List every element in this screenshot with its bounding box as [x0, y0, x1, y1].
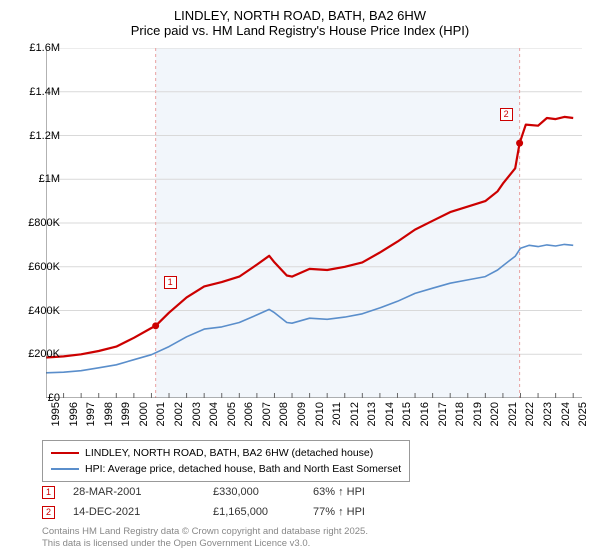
ytick-label: £1.6M [18, 42, 60, 54]
xtick-label: 2024 [560, 402, 572, 426]
xtick-label: 2001 [155, 402, 167, 426]
xtick-label: 2000 [138, 402, 150, 426]
xtick-label: 2025 [577, 402, 589, 426]
sale-marker-1: 1 [164, 276, 177, 289]
title-block: LINDLEY, NORTH ROAD, BATH, BA2 6HW Price… [0, 0, 600, 42]
xtick-label: 2022 [524, 402, 536, 426]
sales-price: £330,000 [213, 486, 313, 498]
xtick-label: 2008 [278, 402, 290, 426]
legend-swatch [51, 452, 79, 455]
xtick-label: 2003 [191, 402, 203, 426]
sales-row: 2 14-DEC-2021£1,165,00077% ↑ HPI [42, 502, 423, 522]
title-main: LINDLEY, NORTH ROAD, BATH, BA2 6HW [0, 8, 600, 23]
xtick-label: 1997 [85, 402, 97, 426]
xtick-label: 2006 [243, 402, 255, 426]
xtick-label: 2023 [542, 402, 554, 426]
ytick-label: £800K [18, 217, 60, 229]
legend-label: HPI: Average price, detached house, Bath… [85, 463, 401, 475]
ytick-label: £1M [18, 173, 60, 185]
xtick-label: 2013 [366, 402, 378, 426]
sales-hpi: 77% ↑ HPI [313, 506, 423, 518]
sale-marker-2: 2 [500, 108, 513, 121]
ytick-label: £1.2M [18, 130, 60, 142]
ytick-label: £400K [18, 305, 60, 317]
legend-label: LINDLEY, NORTH ROAD, BATH, BA2 6HW (deta… [85, 447, 373, 459]
xtick-label: 1996 [68, 402, 80, 426]
xtick-label: 2012 [349, 402, 361, 426]
sales-marker-icon: 1 [42, 486, 55, 499]
xtick-label: 2007 [261, 402, 273, 426]
sales-date: 14-DEC-2021 [73, 506, 213, 518]
xtick-label: 2018 [454, 402, 466, 426]
sales-marker-icon: 2 [42, 506, 55, 519]
sales-price: £1,165,000 [213, 506, 313, 518]
xtick-label: 2015 [401, 402, 413, 426]
ytick-label: £1.4M [18, 86, 60, 98]
xtick-label: 2019 [472, 402, 484, 426]
xtick-label: 2017 [437, 402, 449, 426]
xtick-label: 2010 [314, 402, 326, 426]
legend-row: LINDLEY, NORTH ROAD, BATH, BA2 6HW (deta… [51, 445, 401, 461]
footer-line1: Contains HM Land Registry data © Crown c… [42, 526, 368, 538]
xtick-label: 2005 [226, 402, 238, 426]
xtick-label: 2016 [419, 402, 431, 426]
xtick-label: 1999 [120, 402, 132, 426]
legend: LINDLEY, NORTH ROAD, BATH, BA2 6HW (deta… [42, 440, 410, 482]
sales-date: 28-MAR-2001 [73, 486, 213, 498]
xtick-label: 2004 [208, 402, 220, 426]
xtick-label: 1998 [103, 402, 115, 426]
xtick-label: 2020 [489, 402, 501, 426]
xtick-label: 2009 [296, 402, 308, 426]
legend-swatch [51, 468, 79, 470]
chart-area [46, 48, 582, 398]
ytick-label: £600K [18, 261, 60, 273]
xtick-label: 2014 [384, 402, 396, 426]
ytick-label: £200K [18, 348, 60, 360]
xtick-label: 1995 [50, 402, 62, 426]
title-sub: Price paid vs. HM Land Registry's House … [0, 23, 600, 38]
sales-hpi: 63% ↑ HPI [313, 486, 423, 498]
chart-container: LINDLEY, NORTH ROAD, BATH, BA2 6HW Price… [0, 0, 600, 560]
xtick-label: 2002 [173, 402, 185, 426]
xtick-label: 2011 [331, 402, 343, 426]
sales-table: 1 28-MAR-2001£330,00063% ↑ HPI 2 14-DEC-202… [42, 482, 423, 522]
sales-row: 1 28-MAR-2001£330,00063% ↑ HPI [42, 482, 423, 502]
chart-svg [46, 48, 582, 398]
footer-line2: This data is licensed under the Open Gov… [42, 538, 368, 550]
footer: Contains HM Land Registry data © Crown c… [42, 526, 368, 550]
xtick-label: 2021 [507, 402, 519, 426]
legend-row: HPI: Average price, detached house, Bath… [51, 461, 401, 477]
